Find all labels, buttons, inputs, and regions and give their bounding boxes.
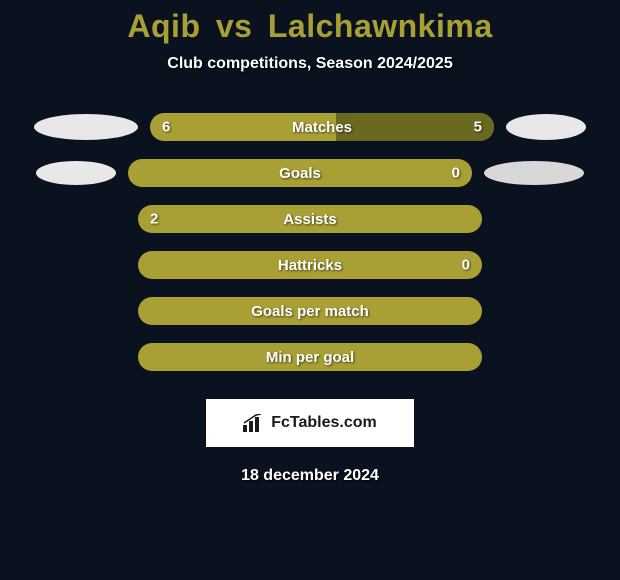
bar-chart-icon xyxy=(243,414,265,432)
stat-label: Min per goal xyxy=(266,349,354,366)
stat-row: Goals 0 xyxy=(0,159,620,187)
stat-bar: Goals per match xyxy=(138,297,482,325)
stat-row: 2 Assists xyxy=(0,205,620,233)
stat-row: Goals per match xyxy=(0,297,620,325)
subtitle: Club competitions, Season 2024/2025 xyxy=(0,55,620,73)
stat-bar: 6 Matches 5 xyxy=(150,113,494,141)
stat-label: Goals per match xyxy=(251,303,369,320)
right-blob xyxy=(506,114,586,140)
stat-label: Assists xyxy=(283,211,336,228)
date-text: 18 december 2024 xyxy=(0,467,620,485)
stat-value-left: 2 xyxy=(150,211,158,228)
stat-label: Hattricks xyxy=(278,257,342,274)
bar-secondary-fill xyxy=(336,113,494,141)
logo-text: FcTables.com xyxy=(271,414,377,432)
stat-bar: 2 Assists xyxy=(138,205,482,233)
stat-row: Hattricks 0 xyxy=(0,251,620,279)
page-title: Aqib vs Lalchawnkima xyxy=(0,8,620,45)
stat-row: Min per goal xyxy=(0,343,620,371)
stat-value-right: 5 xyxy=(474,119,482,136)
stat-label: Goals xyxy=(279,165,321,182)
stat-label: Matches xyxy=(292,119,352,136)
stat-row: 6 Matches 5 xyxy=(0,113,620,141)
right-blob xyxy=(484,161,584,185)
left-blob xyxy=(34,114,138,140)
title-vs: vs xyxy=(216,8,253,44)
comparison-container: Aqib vs Lalchawnkima Club competitions, … xyxy=(0,0,620,485)
title-player2: Lalchawnkima xyxy=(268,8,493,44)
stat-bar: Goals 0 xyxy=(128,159,472,187)
left-blob xyxy=(36,161,116,185)
stat-bar: Hattricks 0 xyxy=(138,251,482,279)
stat-value-right: 0 xyxy=(462,257,470,274)
stats-rows: 6 Matches 5 Goals 0 2 Assists Hattricks 0 Goals p… xyxy=(0,113,620,371)
stat-value-right: 0 xyxy=(452,165,460,182)
title-player1: Aqib xyxy=(127,8,200,44)
logo-card[interactable]: FcTables.com xyxy=(206,399,414,447)
stat-bar: Min per goal xyxy=(138,343,482,371)
stat-value-left: 6 xyxy=(162,119,170,136)
